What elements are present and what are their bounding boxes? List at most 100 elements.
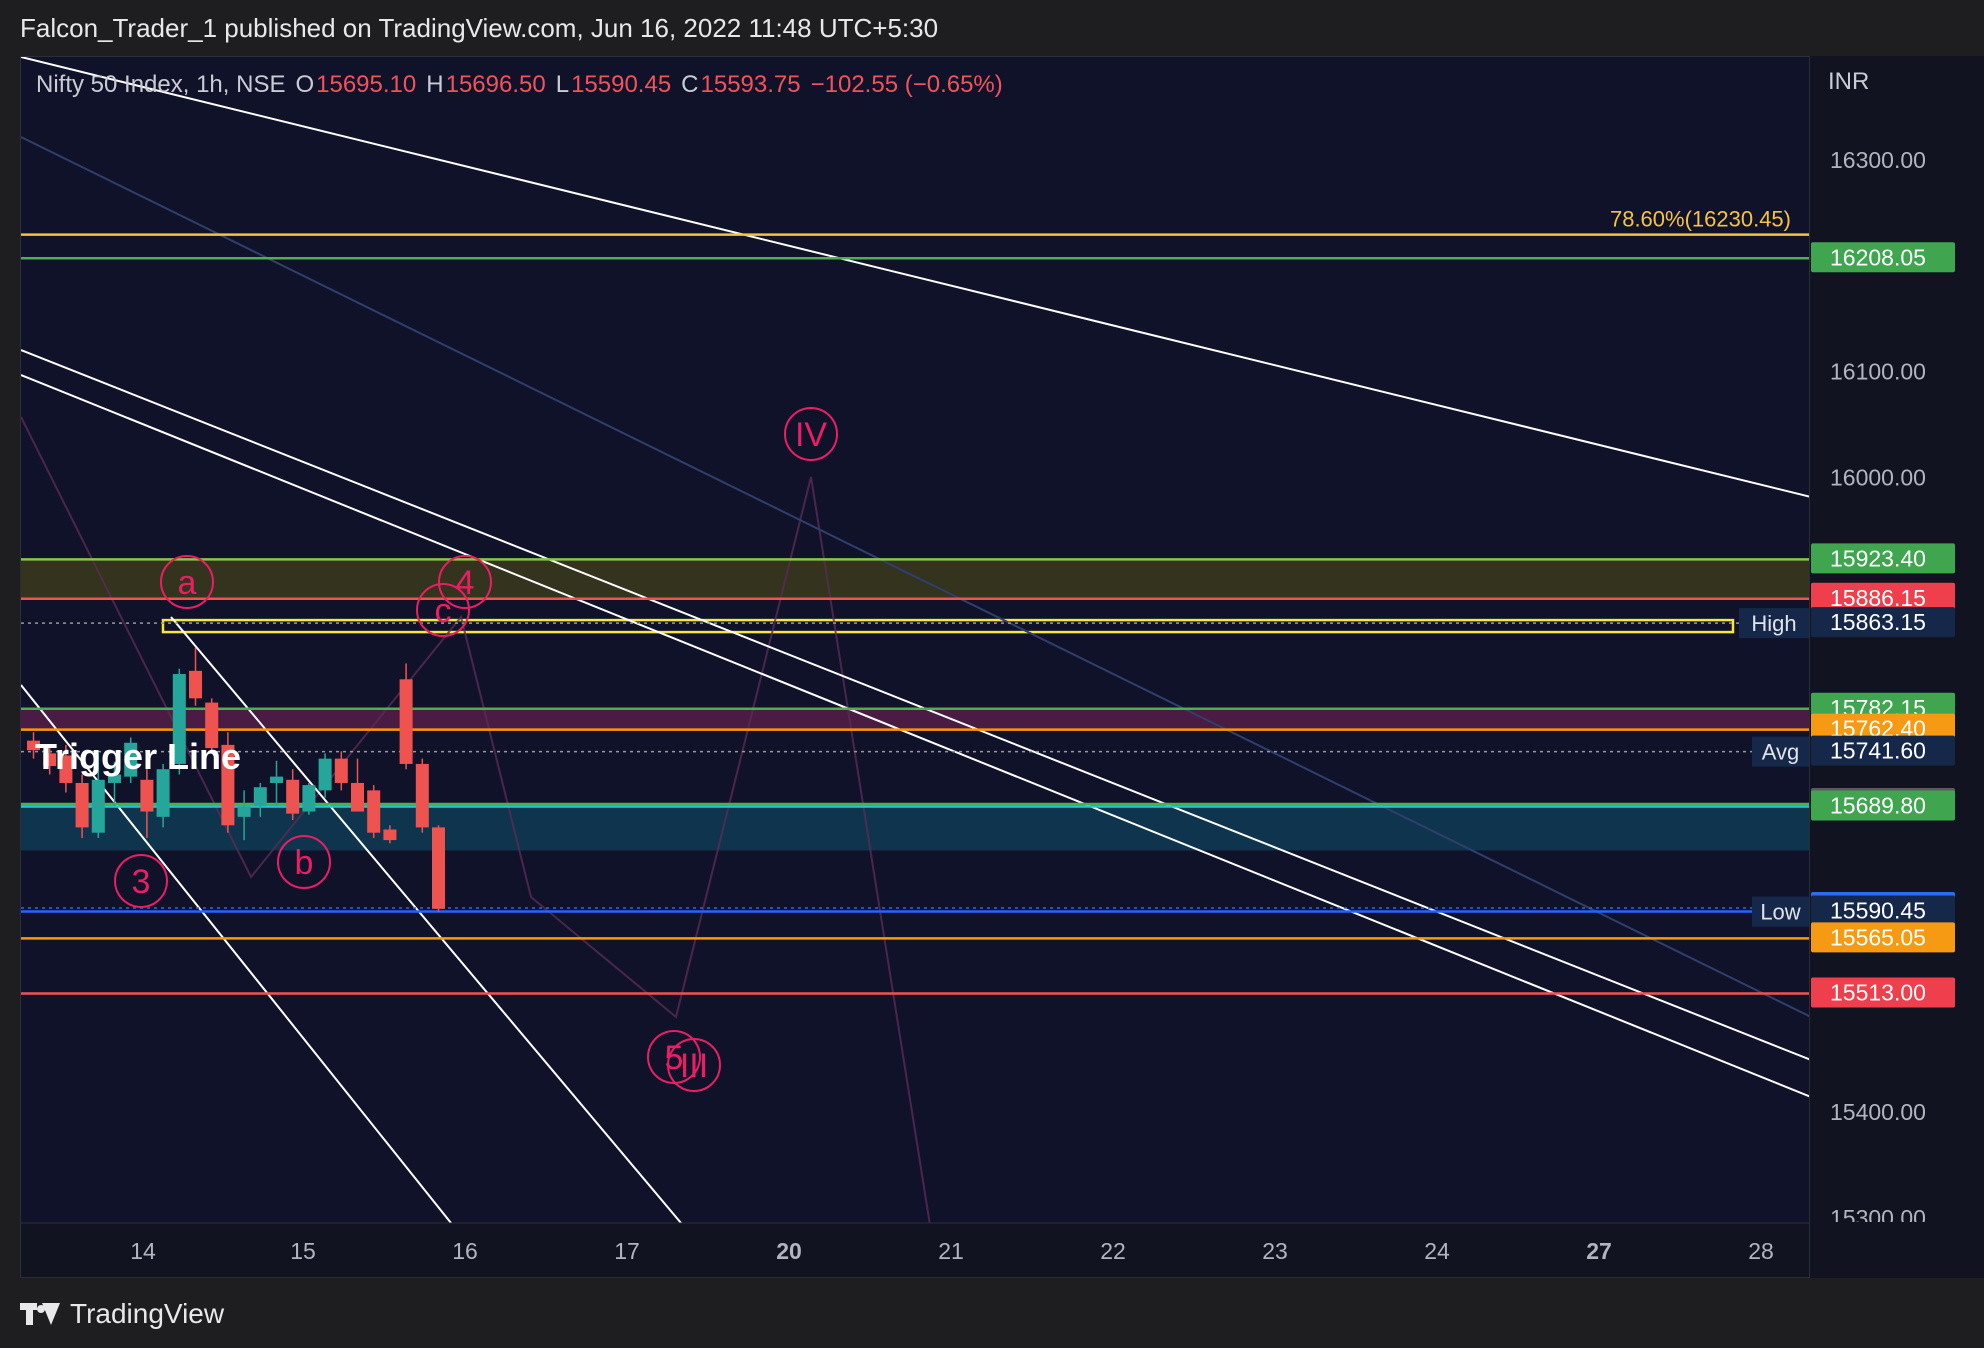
candle-body [253,787,267,807]
candle-body [399,679,413,764]
x-tick-label: 27 [1586,1238,1612,1264]
x-tick-label: 22 [1100,1238,1126,1264]
wave-label: c [435,592,452,630]
close-value: 15593.75 [700,71,801,98]
candle-body [351,782,364,812]
trendline-1 [21,349,1809,1061]
candle-body [75,782,89,828]
wave-circle [160,555,214,609]
wave-label: b [295,844,314,882]
high-label: H [426,71,444,98]
x-tick-label: 21 [938,1238,964,1264]
footer-brand: TradingView [70,1298,225,1329]
candle-body [432,827,445,909]
x-tick-label: 16 [452,1238,478,1264]
high-value: 15696.50 [445,71,546,98]
high-box [161,618,1735,634]
x-tick-label: 15 [290,1238,316,1264]
price-badge-bg [1811,922,1955,953]
open-label: O [295,71,315,98]
candle-body [302,785,316,812]
candle-body [59,755,73,783]
price-badge-bg [1811,242,1955,273]
candle-body [124,742,138,777]
price-badge: 15886.15 [1830,585,1926,611]
low-value: 15590.45 [571,71,672,98]
time-axis-bg [21,1223,1809,1277]
candle-body [189,670,202,699]
level-tag-bg [1752,896,1809,927]
publisher-bar: Falcon_Trader_1 published on TradingView… [0,0,1984,56]
level-tag: Avg [1762,740,1800,765]
channel-line [21,136,1809,1018]
candle-body [383,829,397,841]
candle-body [156,769,170,817]
publisher-line: Falcon_Trader_1 published on TradingView… [20,12,939,43]
close-label: C [681,71,699,98]
y-tick-label: 15400.00 [1830,1099,1926,1125]
wave-label: IV [795,416,827,454]
candle-body [286,779,300,814]
candle-body [334,758,348,783]
trendline-2 [21,374,1809,1098]
wave-circle [438,555,492,609]
open-value: 15695.10 [316,71,417,98]
wave-circle [784,407,838,461]
currency-label[interactable]: INR [1828,68,1870,95]
y-tick-label: 16300.00 [1830,147,1926,173]
trendline-3 [21,684,452,1224]
x-tick-label: 17 [614,1238,640,1264]
pivot-zone [21,708,1809,730]
price-axis[interactable]: INR 16208.05 15923.40 15886.15 15863.15 1578… [1810,56,1984,1278]
change-value: −102.55 (−0.65%) [810,71,1003,98]
tradingview-logo-icon [20,1301,60,1327]
fib-label: 78.60%(16230.45) [1610,207,1791,232]
axis-corner [1810,1222,1984,1278]
price-badge: 15590.45 [1830,898,1926,924]
symbol-label[interactable]: Nifty 50 Index, 1h, NSE [36,71,286,98]
wave-circle [277,835,331,889]
x-tick-label: 23 [1262,1238,1288,1264]
level-tag-bg [1752,736,1809,767]
x-tick-label: 14 [130,1238,156,1264]
price-badge-bg [1811,543,1955,574]
candle-body [27,740,40,751]
footer: TradingView [20,1292,224,1336]
price-axis-canvas: 16208.0515923.4015886.1515863.1515782.15… [1810,147,1984,1278]
price-badge-bg [1811,790,1955,821]
level-tag-bg [1739,608,1809,639]
price-badge: 15741.60 [1830,738,1926,764]
price-badge-bg [1811,735,1955,766]
y-tick-label: 16100.00 [1830,359,1926,385]
price-badge-bg [1811,977,1955,1008]
candle-body [221,744,235,826]
price-badge: 15923.40 [1830,545,1926,571]
wave-circle [667,1038,721,1092]
level-tag: High [1751,611,1796,636]
price-badge: 15689.80 [1830,792,1926,818]
wave-label: III [680,1047,708,1085]
wave-path [21,416,940,1277]
y-tick-label: 16000.00 [1830,464,1926,490]
wave-circle [114,854,168,908]
candle-body [205,702,219,749]
support-zone [21,806,1809,851]
x-tick-label: 28 [1748,1238,1774,1264]
chart-pane[interactable]: 78.60%(16230.45) High Avg Low a b c 3 4 5 III IV Tri… [20,56,1810,1278]
candle-body [172,674,186,764]
wave-label: 3 [132,863,151,901]
trendline-0 [21,57,1809,498]
price-badge-bg [1811,607,1955,638]
candle-body [237,806,251,817]
price-badge-bg [1811,895,1955,926]
candle-body [318,758,332,791]
low-label: L [555,71,570,98]
x-tick-label: 24 [1424,1238,1450,1264]
price-badge: 15513.00 [1830,979,1926,1005]
wave-label: 5 [665,1039,684,1077]
candle-body [367,790,381,833]
resistance-zone [21,559,1809,599]
price-badge: 15863.15 [1830,609,1926,635]
candle-body [91,779,105,833]
